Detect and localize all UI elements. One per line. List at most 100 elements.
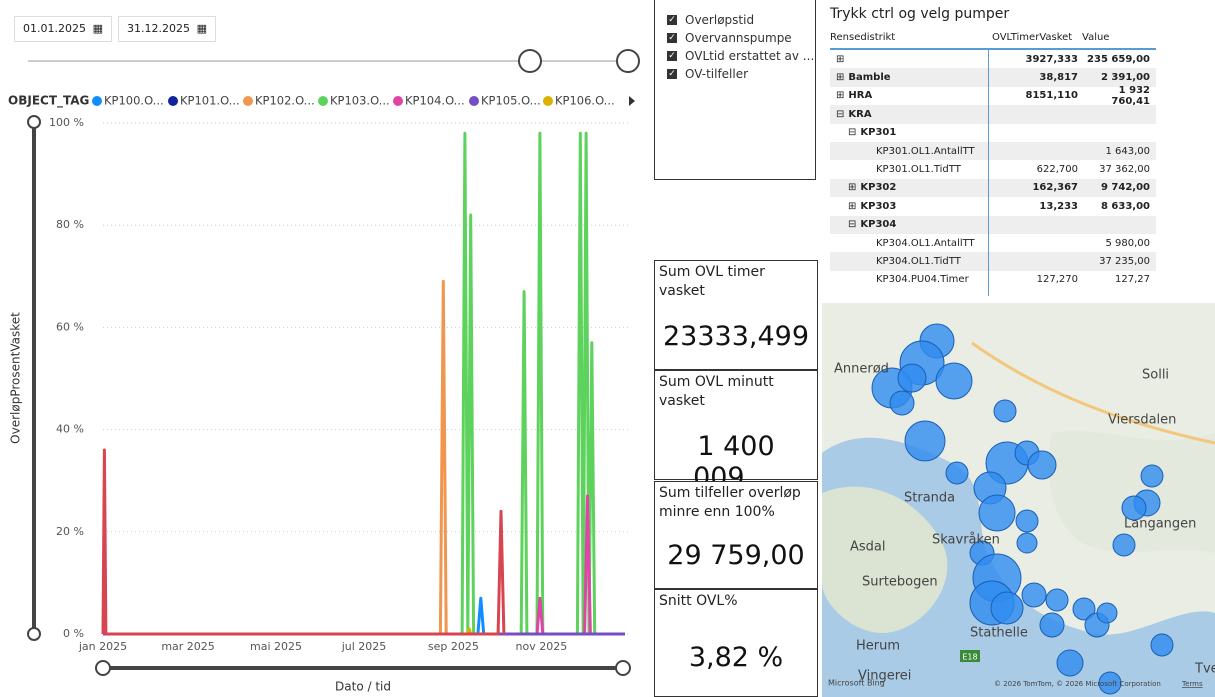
legend-swatch <box>469 96 479 106</box>
row-name: KP301.OL1.AntallTT <box>876 145 975 157</box>
option-label: OVLtid erstattet av ... <box>685 49 815 63</box>
matrix-title: Trykk ctrl og velg pumper <box>830 6 1010 22</box>
table-row[interactable]: KP304.OL1.AntallTT 5 980,00 <box>830 234 1156 252</box>
road-shield <box>960 650 980 662</box>
land <box>822 486 948 633</box>
table-row[interactable]: KP301.OL1.TidTT 622,700 37 362,00 <box>830 160 1156 178</box>
option[interactable]: ✓ Overvannspumpe <box>667 31 792 45</box>
option[interactable]: ✓ OV-tilfeller <box>667 67 749 81</box>
date-to-text: 31.12.2025 <box>127 22 190 35</box>
table-row[interactable]: ⊞ KP302 162,367 9 742,00 <box>830 178 1156 198</box>
x-tick-label: jan 2025 <box>78 640 127 653</box>
option[interactable]: ✓ Overløpstid <box>667 13 755 27</box>
map-brand: Microsoft Bing <box>828 679 885 688</box>
row-name: Bamble <box>848 72 891 84</box>
legend-label: KP100.O... <box>104 94 164 108</box>
legend-swatch <box>393 96 403 106</box>
row-label: KP301.OL1.TidTT <box>830 164 988 175</box>
cell: 2 391,00 <box>1100 72 1150 84</box>
row-name: KRA <box>848 108 872 120</box>
table-row[interactable]: ⊞ KP303 13,233 8 633,00 <box>830 197 1156 215</box>
series-line <box>466 627 473 635</box>
legend-swatch <box>168 96 178 106</box>
bubbles <box>871 323 1174 695</box>
map-terms[interactable]: Terms <box>1181 680 1203 688</box>
header-row: Rensedistrikt OVLTimerVasket Value <box>830 26 1156 50</box>
cell: 37 362,00 <box>1099 164 1150 176</box>
slider-handle[interactable] <box>615 660 631 676</box>
legend-title: OBJECT_TAG <box>8 94 89 109</box>
x-tick-label: nov 2025 <box>516 640 568 653</box>
map-svg: Annerød Solli Viersdalen Stranda Asdal S… <box>822 323 1215 697</box>
card-title: Sum OVL minutt vasket <box>659 374 774 409</box>
table-row[interactable]: KP301.OL1.AntallTT 1 643,00 <box>830 141 1156 161</box>
row-label: ⊞ Bamble <box>836 72 891 84</box>
slider-handle[interactable] <box>27 115 41 129</box>
card-value: 3,82 % <box>688 642 784 673</box>
slider-handle[interactable] <box>616 49 640 73</box>
row-label: ⊟ KP301 <box>848 127 897 139</box>
date-from[interactable]: 01.01.2025 ▦ <box>14 16 112 42</box>
row-name: KP304 <box>860 219 897 231</box>
y-tick-label: 20 % <box>56 525 84 538</box>
option-label: OV-tilfeller <box>685 67 749 81</box>
cell: 9 742,00 <box>1100 182 1150 194</box>
table-row[interactable]: ⊟ KP301 <box>830 124 1156 142</box>
legend-label: KP103.O... <box>330 94 390 108</box>
place: Solli <box>1142 368 1169 383</box>
y-tick-label: 100 % <box>49 116 84 129</box>
row-label: KP304.OL1.AntallTT <box>830 238 988 249</box>
table-row[interactable]: KP304.OL1.TidTT 37 235,00 <box>830 252 1156 271</box>
place: Langangen <box>1124 517 1196 532</box>
series-line <box>438 279 448 635</box>
slider-handle[interactable] <box>518 49 542 73</box>
cell: 235 659,00 <box>1087 53 1150 65</box>
column-header: Rensedistrikt <box>830 31 896 43</box>
row-name: KP304.OL1.TidTT <box>876 255 961 267</box>
table-row[interactable]: ⊞ HRA 8151,110 1 932 760,41 <box>830 85 1156 107</box>
row-name: KP304.OL1.AntallTT <box>876 237 975 249</box>
series-line <box>476 596 486 635</box>
table-row[interactable]: ⊟ KP304 <box>830 215 1156 234</box>
y-tick-label: 60 % <box>56 320 84 333</box>
slider-handle[interactable] <box>27 627 41 641</box>
row-name: KP301.OL1.TidTT <box>876 164 961 176</box>
slider-handle[interactable] <box>95 660 111 676</box>
road <box>971 341 1215 445</box>
place: Surtebogen <box>862 575 938 590</box>
card: Sum tilfeller overløp minre enn 100% 29 7… <box>654 481 818 589</box>
card: Snitt OVL% 3,82 % <box>654 589 818 697</box>
place: Skavråken <box>932 533 1000 548</box>
card-value: 29 759,00 <box>667 540 805 571</box>
row-label: ⊞ HRA <box>836 90 873 102</box>
cell: 8151,110 <box>1025 90 1078 102</box>
cell: 38,817 <box>1039 72 1078 84</box>
date-to[interactable]: 31.12.2025 ▦ <box>118 16 216 42</box>
table-row[interactable]: ⊞ Bamble 38,817 2 391,00 <box>830 68 1156 87</box>
place: Vingerei <box>858 669 911 684</box>
x-tick-label: jul 2025 <box>341 640 387 653</box>
table-row[interactable]: ⊟ KRA <box>830 105 1156 124</box>
card-title: Snitt OVL% <box>659 593 738 609</box>
cell: 3927,333 <box>1025 53 1078 65</box>
date-from-text: 01.01.2025 <box>23 22 86 35</box>
matrix: Trykk ctrl og velg pumper Rensedistrikt … <box>830 6 1156 296</box>
card: Sum OVL timer vasket 23333,499 <box>654 260 818 370</box>
legend-swatch <box>543 96 553 106</box>
option[interactable]: ✓ OVLtid erstattet av ... <box>667 49 815 63</box>
place: Stranda <box>904 491 955 506</box>
option-label: Overvannspumpe <box>685 31 792 45</box>
table-row[interactable]: ⊞ 3927,333 235 659,00 <box>830 50 1156 68</box>
legend-next[interactable] <box>629 96 635 106</box>
legend-label: KP101.O... <box>180 94 240 108</box>
card-title: Sum tilfeller overløp minre enn 100% <box>659 485 801 520</box>
place: Stathelle <box>970 626 1028 641</box>
x-axis-title: Dato / tid <box>335 680 391 694</box>
y-tick-label: 0 % <box>63 627 84 640</box>
cell: 8 633,00 <box>1100 200 1150 212</box>
place: Asdal <box>850 540 886 555</box>
legend-label: KP106.O... <box>555 94 615 108</box>
table-row[interactable]: KP304.PU04.Timer 127,270 127,27 <box>830 271 1156 289</box>
row-label: ⊞ <box>836 53 845 65</box>
